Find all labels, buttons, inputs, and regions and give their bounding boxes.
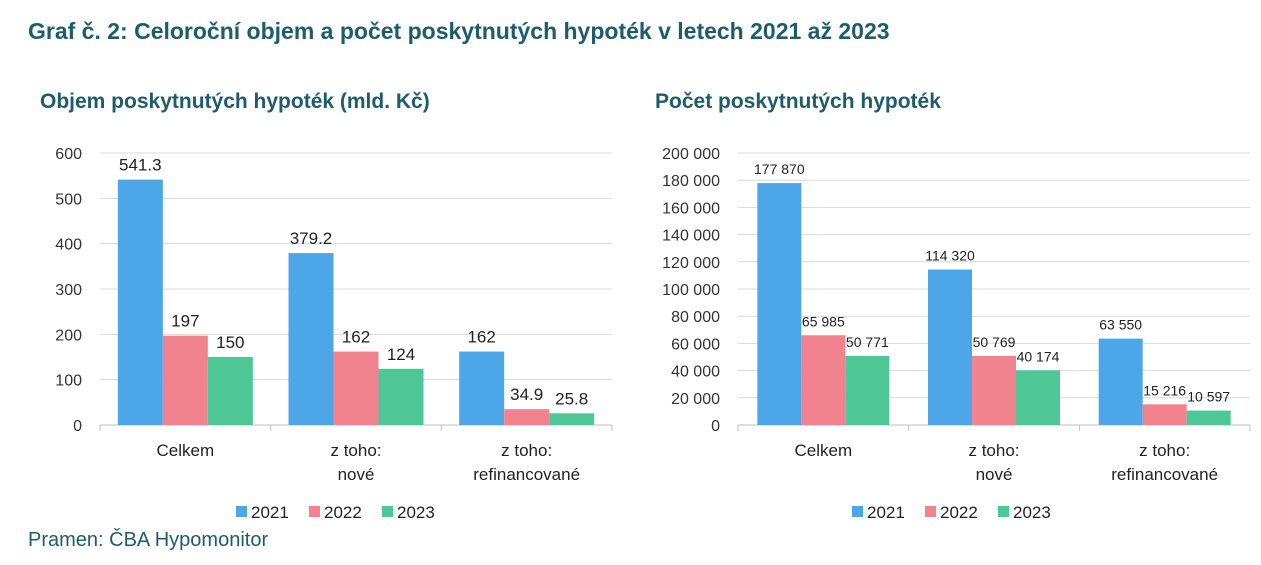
data-label: 162 <box>342 328 370 347</box>
legend-label: 2021 <box>867 503 905 522</box>
legend-label: 2023 <box>397 503 435 522</box>
y-tick-label: 100 <box>55 373 82 390</box>
legend-swatch-2021 <box>852 506 863 517</box>
count-bar-chart: 0 20 000 40 000 60 000 80 000 100 000 120 000 1… <box>662 146 1251 522</box>
data-label: 25.8 <box>555 389 588 408</box>
legend-swatch-2023 <box>382 506 393 517</box>
data-label: 15 216 <box>1143 382 1186 398</box>
data-label: 379.2 <box>290 229 333 248</box>
data-label: 197 <box>171 312 199 331</box>
bar-2022 <box>504 409 550 425</box>
bar-2021 <box>928 269 972 425</box>
bar-2021 <box>757 183 802 425</box>
data-label: 124 <box>387 345 415 364</box>
bar-2022 <box>162 335 208 425</box>
bar-2023 <box>207 357 253 425</box>
x-category-label: z toho: <box>1139 441 1190 460</box>
data-label: 150 <box>216 333 244 352</box>
data-label: 40 174 <box>1017 348 1060 364</box>
y-tick-label: 400 <box>55 237 82 254</box>
y-tick-label: 0 <box>711 418 720 435</box>
data-label: 63 550 <box>1099 317 1142 333</box>
source-note: Pramen: ČBA Hypomonitor <box>28 529 269 551</box>
x-category-label: z toho: <box>501 441 552 460</box>
data-label: 65 985 <box>802 313 845 329</box>
y-tick-label: 60 000 <box>671 336 720 353</box>
legend-label: 2021 <box>251 503 289 522</box>
data-label: 541.3 <box>119 156 162 175</box>
y-tick-label: 160 000 <box>662 200 720 217</box>
chart-title-volume: Objem poskytnutých hypoték (mld. Kč) <box>40 90 430 113</box>
y-tick-label: 180 000 <box>662 173 720 190</box>
bar-2023 <box>1016 370 1060 425</box>
y-tick-label: 40 000 <box>671 364 720 381</box>
y-tick-label: 300 <box>55 282 82 299</box>
bar-2022 <box>801 335 846 425</box>
y-tick-label: 500 <box>55 191 82 208</box>
bar-2022 <box>1142 404 1187 425</box>
data-label: 114 320 <box>925 248 975 264</box>
x-category-label: Celkem <box>157 441 215 460</box>
data-label: 177 870 <box>754 161 805 177</box>
x-category-label: Celkem <box>795 441 853 460</box>
bar-2021 <box>288 253 334 425</box>
x-category-label: nové <box>338 465 375 484</box>
legend-swatch-2022 <box>309 506 320 517</box>
y-tick-label: 100 000 <box>662 282 720 299</box>
legend-label: 2022 <box>324 503 362 522</box>
chart-title-count: Počet poskytnutých hypoték <box>655 90 941 113</box>
y-tick-label: 0 <box>73 418 82 435</box>
y-tick-label: 80 000 <box>671 309 720 326</box>
page-title: Graf č. 2: Celoroční objem a počet posky… <box>28 18 890 44</box>
data-label: 10 597 <box>1187 389 1230 405</box>
x-category-label: refinancované <box>473 465 580 484</box>
legend-swatch-2023 <box>998 506 1009 517</box>
y-tick-label: 120 000 <box>662 255 720 272</box>
data-label: 50 771 <box>846 334 889 350</box>
data-label: 50 769 <box>973 334 1016 350</box>
bar-2022 <box>972 355 1016 425</box>
x-category-label: z toho: <box>968 441 1019 460</box>
y-tick-label: 200 000 <box>662 146 720 163</box>
legend-label: 2022 <box>940 503 978 522</box>
bar-2023 <box>1186 410 1231 425</box>
y-tick-label: 140 000 <box>662 228 720 245</box>
volume-bar-chart: 0 100 200 300 400 500 600 541.3 197 150 Celkem 379.… <box>55 146 613 522</box>
bar-2021 <box>117 179 163 425</box>
x-category-label: nové <box>976 465 1013 484</box>
data-label: 162 <box>467 328 495 347</box>
bar-2023 <box>845 355 890 425</box>
y-tick-label: 600 <box>55 146 82 163</box>
bar-2022 <box>333 351 379 425</box>
data-label: 34.9 <box>510 385 543 404</box>
y-tick-label: 20 000 <box>671 391 720 408</box>
bar-2023 <box>378 368 424 425</box>
bar-2021 <box>459 351 505 425</box>
bar-2021 <box>1098 338 1143 425</box>
y-tick-label: 200 <box>55 327 82 344</box>
bar-2023 <box>549 413 595 425</box>
x-category-label: z toho: <box>330 441 381 460</box>
x-category-label: refinancované <box>1111 465 1218 484</box>
legend-swatch-2022 <box>925 506 936 517</box>
legend-swatch-2021 <box>236 506 247 517</box>
legend-label: 2023 <box>1013 503 1051 522</box>
